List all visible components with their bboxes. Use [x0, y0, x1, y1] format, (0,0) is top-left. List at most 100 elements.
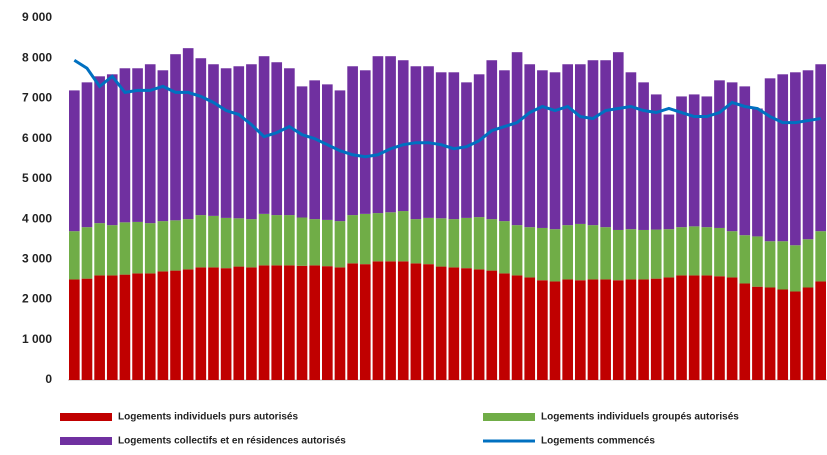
y-tick-label: 0: [45, 372, 52, 386]
bar-segment: [119, 222, 131, 275]
bar-segment: [537, 227, 548, 281]
bar-segment: [423, 264, 434, 380]
bar-segment: [638, 279, 649, 380]
bar-segment: [562, 64, 573, 226]
bar-segment: [372, 261, 384, 380]
bar-segment: [182, 48, 194, 220]
bar-segment: [182, 269, 194, 380]
bar-segment: [790, 291, 801, 380]
bar-segment: [688, 94, 700, 227]
bar-segment: [359, 70, 371, 214]
bar-segment: [322, 219, 333, 267]
bar-segment: [486, 219, 498, 271]
bar-segment: [815, 64, 826, 232]
y-tick-label: 2 000: [22, 292, 52, 306]
bar-segment: [233, 218, 245, 267]
bar-segment: [296, 265, 308, 380]
bar-segment: [208, 64, 219, 216]
bar-segment: [499, 273, 510, 380]
bar-segment: [815, 281, 826, 380]
bar-segment: [157, 221, 169, 272]
bar-segment: [385, 261, 396, 380]
bar-segment: [195, 58, 207, 216]
bar-segment: [284, 215, 295, 266]
bar-segment: [157, 70, 169, 222]
bar-segment: [524, 277, 536, 380]
bar-segment: [144, 273, 156, 380]
bar-segment: [322, 266, 333, 380]
y-tick-label: 1 000: [22, 332, 52, 346]
bar-segment: [650, 278, 662, 380]
bar-segment: [575, 280, 586, 380]
bar-segment: [790, 245, 801, 292]
y-tick-label: 5 000: [22, 171, 52, 185]
bar-segment: [764, 241, 776, 288]
bar-segment: [423, 217, 434, 265]
bar-segment: [777, 289, 789, 380]
bar-segment: [157, 271, 169, 380]
bar-segment: [587, 60, 599, 226]
line: [73, 58, 821, 159]
bar-segment: [69, 231, 80, 280]
bar-segment: [94, 76, 105, 224]
bar-segment: [587, 279, 599, 380]
bar-segment: [385, 212, 396, 262]
bar-segment: [397, 211, 409, 262]
bar-segment: [334, 221, 346, 268]
bar-segment: [359, 213, 371, 265]
bar-segment: [448, 72, 460, 220]
y-tick-label: 8 000: [22, 50, 52, 64]
bar-segment: [334, 267, 346, 380]
bar-segment: [106, 275, 118, 380]
bar-segment: [461, 268, 472, 380]
bar-segment: [638, 82, 649, 230]
bar-segment: [663, 114, 675, 230]
bar-segment: [448, 267, 460, 380]
legend-label: Logements collectifs et en résidences au…: [118, 436, 346, 447]
bar-segment: [81, 82, 93, 228]
bar-segment: [309, 219, 320, 266]
bar-segment: [144, 223, 156, 274]
bar-segment: [461, 82, 472, 218]
legend-swatch: [483, 413, 535, 421]
bar-segment: [524, 227, 536, 278]
bar-segment: [752, 286, 763, 380]
bar-segment: [233, 66, 245, 219]
bar-segment: [638, 229, 649, 280]
bar-segment: [284, 265, 295, 380]
bar-segment: [296, 86, 308, 218]
legend-label: Logements individuels groupés autorisés: [541, 412, 739, 423]
bar-segment: [752, 108, 763, 237]
bar-segment: [410, 219, 422, 264]
bar-segment: [600, 279, 611, 380]
bar-segment: [802, 70, 814, 240]
bar-segment: [739, 235, 751, 284]
bar-segment: [701, 275, 713, 380]
legend-label: Logements commencés: [541, 436, 655, 447]
bar-segment: [726, 231, 738, 278]
bar-segment: [600, 60, 611, 228]
bar-segment: [170, 270, 181, 380]
bar-segment: [473, 217, 485, 270]
y-tick-label: 9 000: [22, 10, 52, 24]
bar-segment: [271, 265, 283, 380]
bar-segment: [132, 68, 143, 222]
bar-segment: [802, 239, 814, 288]
bar-segment: [246, 64, 257, 220]
bar-segment: [815, 231, 826, 282]
bar-segment: [347, 215, 358, 264]
bar-segment: [106, 225, 118, 276]
bar-segment: [499, 70, 510, 222]
bar-segment: [246, 219, 257, 268]
bar-segment: [410, 263, 422, 380]
bar-segment: [549, 72, 561, 230]
bar-segment: [612, 52, 624, 230]
bar-segment: [271, 62, 283, 216]
bar-segment: [284, 68, 295, 216]
bar-segment: [777, 74, 789, 242]
bar-segment: [81, 227, 93, 279]
bar-segment: [397, 261, 409, 380]
bar-segment: [296, 217, 308, 266]
bar-segment: [537, 70, 548, 228]
bar-segment: [587, 225, 599, 280]
